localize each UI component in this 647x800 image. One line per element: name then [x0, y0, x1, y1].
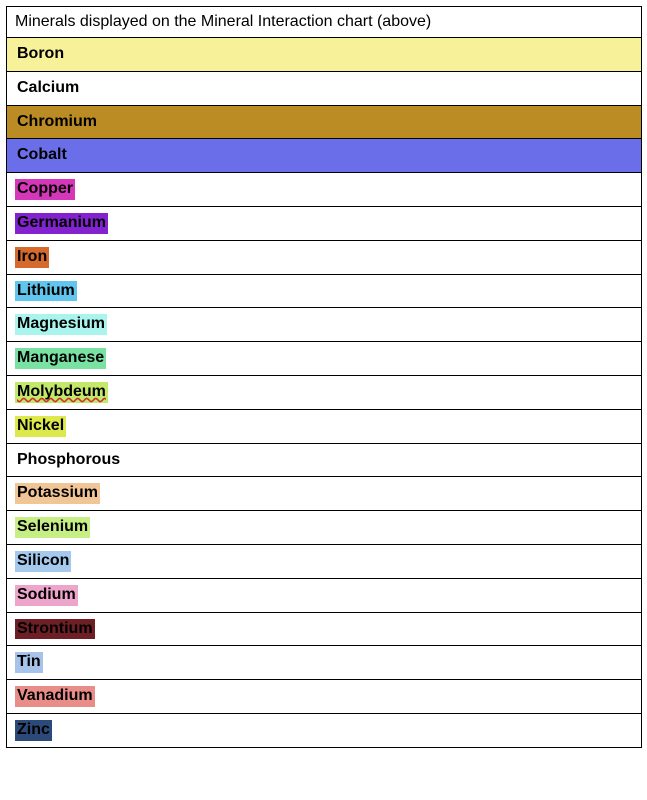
table-row: Germanium	[7, 206, 642, 240]
mineral-label: Selenium	[15, 517, 90, 538]
table-cell: Manganese	[7, 342, 642, 376]
mineral-label: Molybdeum	[15, 382, 108, 403]
table-row: Strontium	[7, 612, 642, 646]
mineral-label: Copper	[15, 179, 75, 200]
table-header-text: Minerals displayed on the Mineral Intera…	[15, 13, 431, 30]
mineral-label: Cobalt	[15, 145, 69, 166]
table-row: Sodium	[7, 578, 642, 612]
table-row: Zinc	[7, 713, 642, 747]
table-cell: Iron	[7, 240, 642, 274]
table-row: Cobalt	[7, 139, 642, 173]
table-row: Boron	[7, 38, 642, 72]
table-cell: Boron	[7, 38, 642, 72]
table-cell: Potassium	[7, 477, 642, 511]
table-row: Manganese	[7, 342, 642, 376]
mineral-label: Phosphorous	[15, 450, 122, 471]
table-cell: Silicon	[7, 544, 642, 578]
table-row: Phosphorous	[7, 443, 642, 477]
table-cell: Strontium	[7, 612, 642, 646]
table-cell: Tin	[7, 646, 642, 680]
mineral-label: Germanium	[15, 213, 108, 234]
table-row: Lithium	[7, 274, 642, 308]
mineral-label: Strontium	[15, 619, 95, 640]
table-row: Silicon	[7, 544, 642, 578]
mineral-label: Zinc	[15, 720, 52, 741]
table-cell: Selenium	[7, 511, 642, 545]
table-row: Molybdeum	[7, 375, 642, 409]
table-row: Chromium	[7, 105, 642, 139]
mineral-label: Silicon	[15, 551, 71, 572]
table-row: Magnesium	[7, 308, 642, 342]
table-cell: Lithium	[7, 274, 642, 308]
table-cell: Magnesium	[7, 308, 642, 342]
mineral-label: Tin	[15, 652, 43, 673]
table-row: Potassium	[7, 477, 642, 511]
mineral-label: Iron	[15, 247, 49, 268]
table-row: Iron	[7, 240, 642, 274]
mineral-label: Potassium	[15, 483, 100, 504]
mineral-label: Sodium	[15, 585, 78, 606]
table-cell: Calcium	[7, 71, 642, 105]
table-cell: Vanadium	[7, 680, 642, 714]
minerals-table: Minerals displayed on the Mineral Intera…	[6, 6, 642, 748]
table-header-cell: Minerals displayed on the Mineral Intera…	[7, 7, 642, 38]
table-cell: Sodium	[7, 578, 642, 612]
table-cell: Molybdeum	[7, 375, 642, 409]
mineral-label: Manganese	[15, 348, 106, 369]
minerals-table-body: Minerals displayed on the Mineral Intera…	[7, 7, 642, 748]
table-cell: Cobalt	[7, 139, 642, 173]
table-cell: Chromium	[7, 105, 642, 139]
table-row: Calcium	[7, 71, 642, 105]
mineral-label: Vanadium	[15, 686, 95, 707]
mineral-label: Lithium	[15, 281, 77, 302]
table-cell: Germanium	[7, 206, 642, 240]
table-row: Nickel	[7, 409, 642, 443]
mineral-label: Boron	[15, 44, 66, 65]
table-row: Vanadium	[7, 680, 642, 714]
table-cell: Zinc	[7, 713, 642, 747]
table-row: Copper	[7, 173, 642, 207]
mineral-label: Calcium	[15, 78, 81, 99]
table-row: Selenium	[7, 511, 642, 545]
mineral-label: Chromium	[15, 112, 99, 133]
table-row: Tin	[7, 646, 642, 680]
table-cell: Copper	[7, 173, 642, 207]
table-cell: Phosphorous	[7, 443, 642, 477]
mineral-label: Nickel	[15, 416, 66, 437]
table-header-row: Minerals displayed on the Mineral Intera…	[7, 7, 642, 38]
mineral-label: Magnesium	[15, 314, 107, 335]
table-cell: Nickel	[7, 409, 642, 443]
